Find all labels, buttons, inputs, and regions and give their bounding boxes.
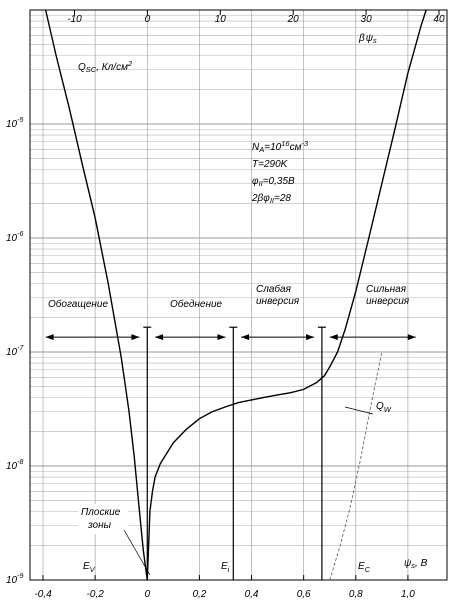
y-tick-mantissa: 10 [6, 461, 18, 472]
strong-inversion-arrow-head-left [329, 334, 338, 341]
top-tick-label: 40 [433, 14, 445, 25]
param-temperature: T=290K [252, 159, 289, 170]
bottom-tick-label: 0,2 [192, 589, 206, 600]
y-tick-exponent: -6 [17, 231, 23, 238]
qw-pointer [344, 406, 374, 415]
flatband-pointer [123, 529, 151, 576]
y-tick-label: 10-6 [6, 231, 23, 244]
top-axis-label: βψs [358, 33, 377, 45]
parameters-block: NA=1016см-3 T=290K φII=0,35В 2βφII=28 [251, 139, 309, 205]
y-tick-label: 10-5 [6, 117, 23, 130]
y-tick-label: 10-9 [6, 573, 23, 586]
bottom-tick-label: 0,4 [245, 589, 259, 600]
top-tick-label: 10 [215, 14, 227, 25]
label-accumulation: Обогащение [48, 298, 108, 310]
qw-dashed-line [329, 351, 383, 581]
flatband-label-background [78, 504, 128, 534]
bottom-tick-label: 0,6 [297, 589, 311, 600]
bottom-axis-label: ψs, В [404, 558, 428, 570]
depletion-arrow-head-right [217, 334, 226, 341]
label-ec: EC [358, 561, 371, 574]
data-series [44, 9, 427, 581]
label-depletion: Обеднение [170, 298, 223, 310]
flatband-callout: Плоские зоны [78, 504, 151, 576]
y-tick-mantissa: 10 [6, 575, 18, 586]
plot-frame [29, 9, 448, 581]
bottom-tick-label: -0,2 [87, 589, 105, 600]
label-strong-inversion-1: Сильная [366, 284, 407, 295]
label-weak-inversion-2: инверсия [256, 296, 300, 307]
annotations: QSC, Кл/см2 βψs ψs, В NA=1016см-3 T=290K… [45, 33, 428, 576]
y-tick-label: 10-8 [6, 459, 23, 472]
y-tick-mantissa: 10 [6, 347, 18, 358]
y-axis-label: QSC, Кл/см2 [78, 59, 133, 74]
top-tick-label: 0 [145, 14, 151, 25]
param-phi: φII=0,35В [252, 176, 295, 188]
bottom-tick-label: 1,0 [401, 589, 415, 600]
grid-lines [30, 10, 447, 580]
weak-inversion-arrow-head-left [241, 334, 250, 341]
y-tick-label: 10-7 [6, 345, 24, 358]
bottom-tick-label: -0,4 [34, 589, 52, 600]
depletion-arrow-head-left [155, 334, 164, 341]
label-qw: QW [376, 401, 392, 414]
y-tick-mantissa: 10 [6, 119, 18, 130]
param-beta-phi: 2βφII=28 [251, 193, 291, 205]
top-tick-label: 20 [287, 14, 300, 25]
label-ev: EV [83, 561, 96, 574]
strong-inversion-arrow-head-right [407, 334, 416, 341]
label-strong-inversion-2: инверсия [366, 296, 410, 307]
axis-frame [29, 9, 448, 581]
y-tick-exponent: -5 [17, 117, 23, 124]
tick-labels: -0,4 -0,2 0 0,2 0,4 0,6 0,8 1,0-10 0 10 20 30 4010-5… [6, 10, 445, 600]
top-tick-label: -10 [67, 14, 82, 25]
label-flatband-2: зоны [87, 520, 112, 531]
bottom-tick-label: 0,8 [349, 589, 363, 600]
param-na: NA=1016см-3 [252, 139, 309, 154]
y-tick-exponent: -8 [17, 459, 23, 466]
top-tick-label: 30 [361, 14, 373, 25]
label-flatband-1: Плоские [81, 507, 121, 518]
y-tick-mantissa: 10 [6, 233, 18, 244]
qw-callout: QW [344, 401, 392, 415]
qsc-curve [44, 9, 427, 581]
weak-inversion-arrow-head-right [306, 334, 315, 341]
label-weak-inversion-1: Слабая [256, 283, 292, 295]
label-ei: Ei [221, 561, 230, 574]
y-tick-exponent: -7 [17, 345, 24, 352]
y-tick-exponent: -9 [17, 573, 23, 580]
accumulation-arrow-head-left [45, 334, 54, 341]
accumulation-arrow-head-right [131, 334, 140, 341]
bottom-tick-label: 0 [145, 589, 151, 600]
